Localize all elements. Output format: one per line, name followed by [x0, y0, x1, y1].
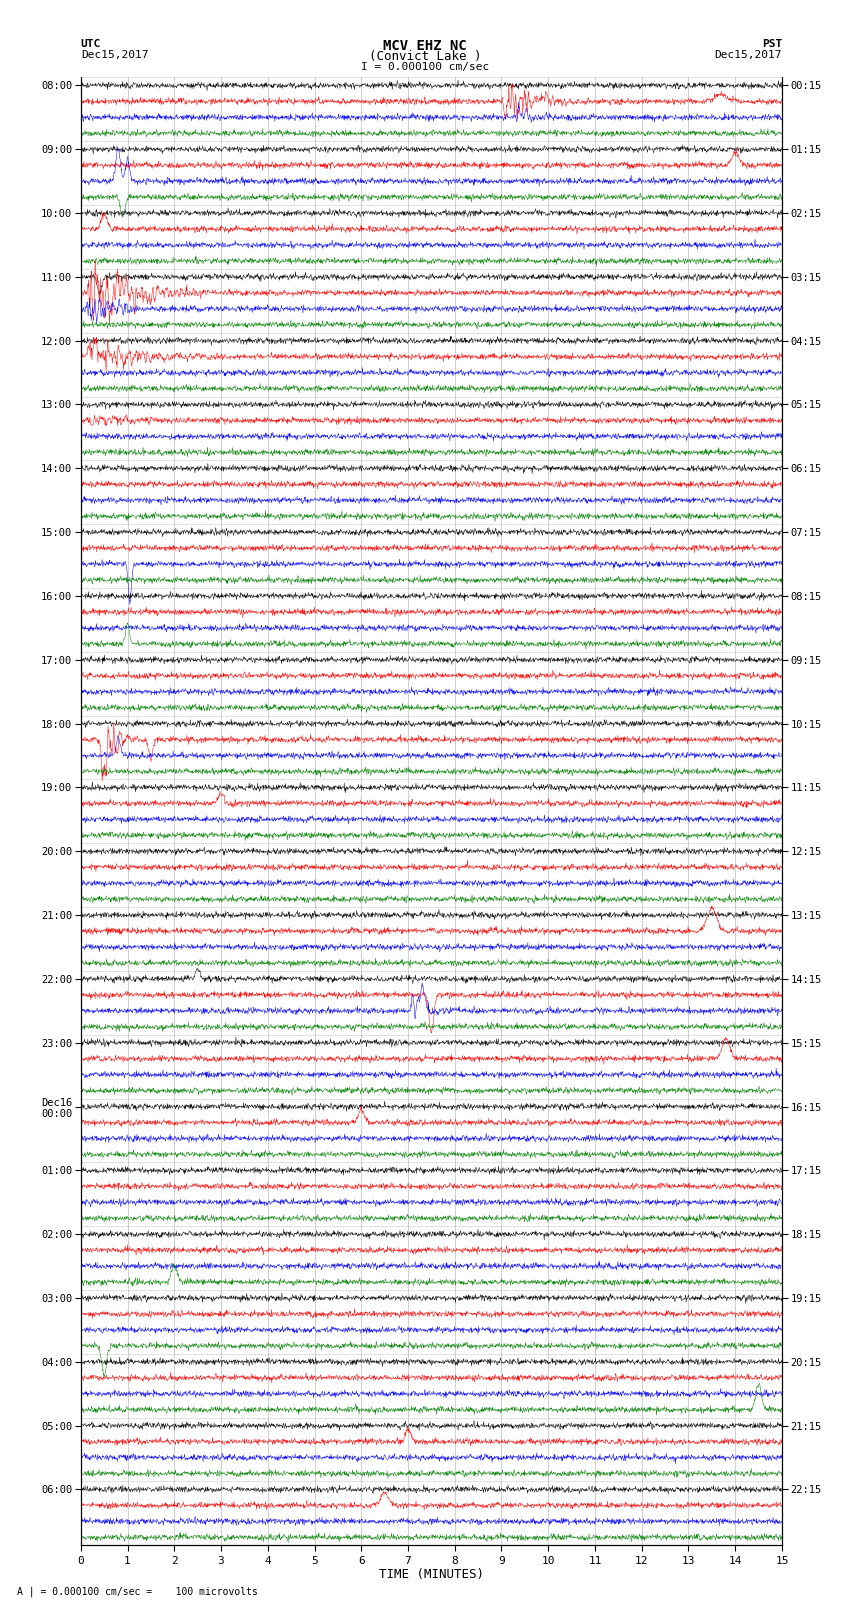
Text: Dec15,2017: Dec15,2017	[715, 50, 782, 60]
Text: MCV EHZ NC: MCV EHZ NC	[383, 39, 467, 53]
Text: Dec15,2017: Dec15,2017	[81, 50, 148, 60]
Text: I = 0.000100 cm/sec: I = 0.000100 cm/sec	[361, 61, 489, 71]
X-axis label: TIME (MINUTES): TIME (MINUTES)	[379, 1568, 484, 1581]
Text: (Convict Lake ): (Convict Lake )	[369, 50, 481, 63]
Text: PST: PST	[762, 39, 782, 48]
Text: A | = 0.000100 cm/sec =    100 microvolts: A | = 0.000100 cm/sec = 100 microvolts	[17, 1586, 258, 1597]
Text: UTC: UTC	[81, 39, 101, 48]
